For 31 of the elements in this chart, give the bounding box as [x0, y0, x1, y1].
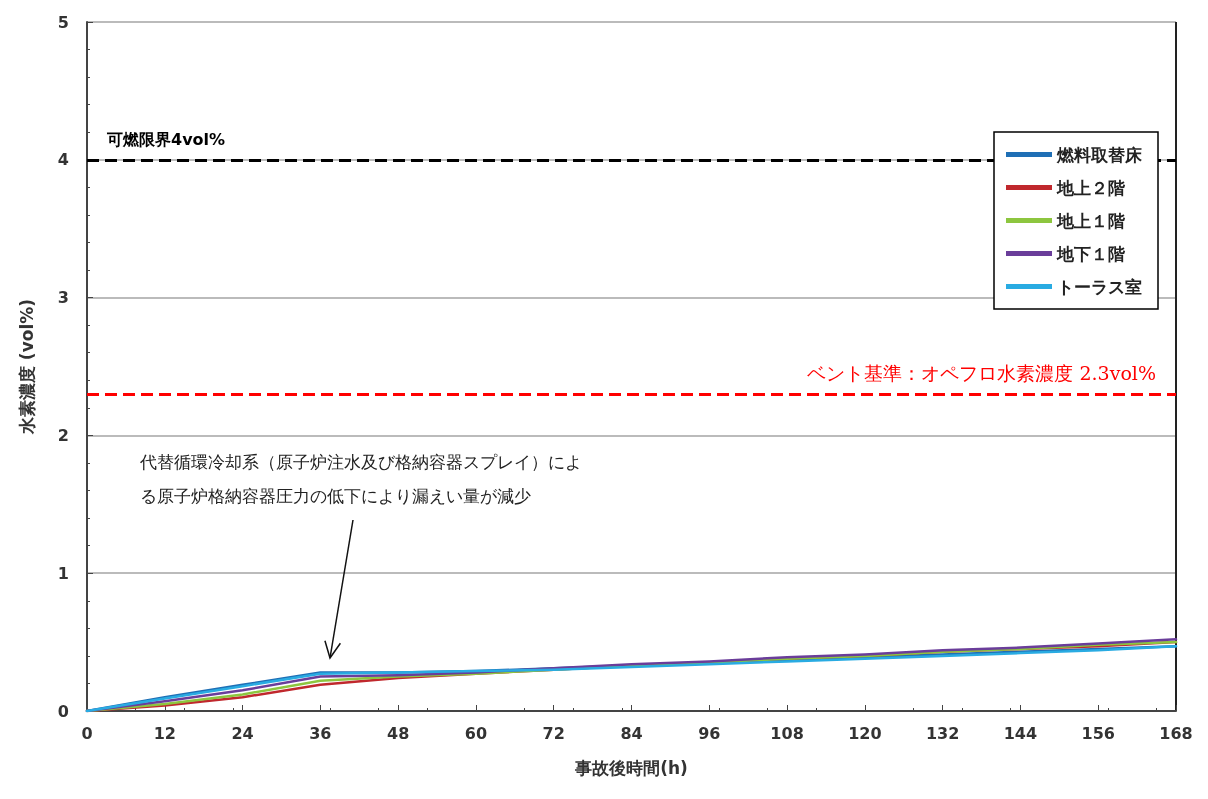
x-tick-label: 168 [1159, 723, 1193, 743]
ref-line-label: ベント基準：オペフロ水素濃度 2.3vol% [807, 361, 1156, 384]
y-tick-label: 2 [57, 425, 69, 445]
x-tick-label: 48 [387, 723, 410, 743]
x-tick-label: 144 [1003, 723, 1038, 743]
y-tick-label: 3 [57, 288, 69, 308]
x-tick-label: 0 [81, 723, 93, 743]
annotation: 代替循環冷却系（原子炉注水及び格納容器スプレイ）による原子炉格納容器圧力の低下により漏えい量が減少 [140, 451, 583, 508]
x-tick-label: 72 [542, 723, 565, 743]
x-tick-label: 120 [848, 723, 882, 743]
y-tick-label: 1 [57, 563, 69, 583]
y-axis-title: 水素濃度 (vol%) [16, 298, 37, 436]
x-tick-label: 12 [153, 723, 176, 743]
x-tick-label: 36 [309, 723, 332, 743]
legend-label: 地上２階 [1056, 177, 1126, 198]
legend-label: 地下１階 [1056, 243, 1126, 264]
x-axis-title: 事故後時間(h) [574, 757, 688, 778]
x-tick-label: 84 [620, 723, 643, 743]
y-tick-label: 5 [57, 12, 69, 32]
x-tick-label: 24 [231, 723, 254, 743]
x-tick-label: 156 [1081, 723, 1115, 743]
ref-line-label: 可燃限界4vol% [106, 130, 226, 150]
x-tick-label: 132 [925, 723, 960, 743]
y-tick-label: 4 [57, 150, 69, 170]
x-tick-label: 108 [770, 723, 804, 743]
x-tick-label: 60 [464, 723, 488, 743]
y-tick-label: 0 [57, 701, 69, 721]
legend-label: トーラス室 [1057, 276, 1142, 297]
legend-label: 燃料取替床 [1056, 144, 1143, 165]
x-tick-label: 96 [698, 723, 721, 743]
legend-label: 地上１階 [1056, 210, 1126, 231]
